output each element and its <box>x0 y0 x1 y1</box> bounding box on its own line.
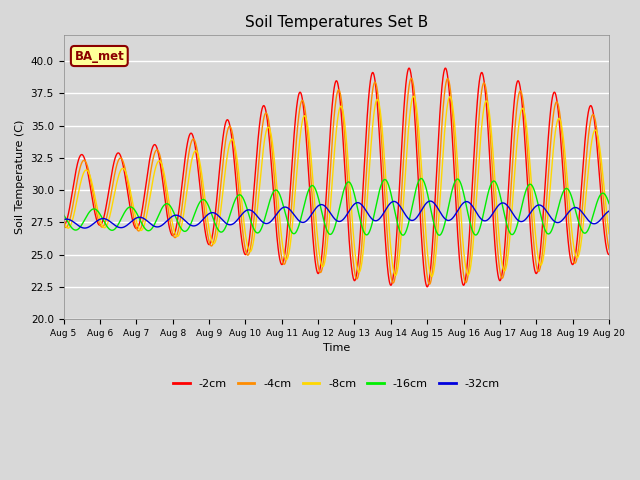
-4cm <box>437 141 445 147</box>
-32cm <box>125 221 132 227</box>
-2cm <box>229 146 237 152</box>
-8cm <box>481 100 489 106</box>
-4cm <box>94 216 102 221</box>
-8cm <box>605 231 613 237</box>
-4cm <box>426 281 433 287</box>
-8cm <box>125 182 133 188</box>
-8cm <box>428 274 436 279</box>
-32cm <box>605 208 613 214</box>
Line: -2cm: -2cm <box>63 68 609 287</box>
-2cm <box>424 284 431 290</box>
-16cm <box>481 204 489 209</box>
-2cm <box>605 252 613 257</box>
Title: Soil Temperatures Set B: Soil Temperatures Set B <box>244 15 428 30</box>
-32cm <box>60 217 67 223</box>
Line: -32cm: -32cm <box>63 201 609 228</box>
-16cm <box>435 232 443 238</box>
-4cm <box>408 75 415 81</box>
-32cm <box>81 225 88 231</box>
-8cm <box>125 179 132 184</box>
Text: BA_met: BA_met <box>74 49 124 62</box>
-16cm <box>605 201 613 206</box>
-16cm <box>125 204 133 210</box>
-4cm <box>605 247 613 252</box>
-2cm <box>94 220 102 226</box>
-8cm <box>229 137 237 143</box>
-16cm <box>60 212 67 217</box>
-16cm <box>417 176 425 181</box>
-4cm <box>125 183 132 189</box>
-32cm <box>125 220 133 226</box>
-2cm <box>125 199 133 205</box>
-2cm <box>481 87 489 93</box>
Line: -16cm: -16cm <box>63 179 609 235</box>
-2cm <box>60 223 67 228</box>
X-axis label: Time: Time <box>323 343 350 353</box>
-8cm <box>410 93 417 99</box>
-16cm <box>125 205 132 211</box>
-4cm <box>229 134 237 140</box>
-32cm <box>437 210 445 216</box>
-32cm <box>481 218 489 224</box>
-32cm <box>229 221 237 227</box>
-16cm <box>229 203 237 208</box>
-4cm <box>125 188 133 194</box>
-4cm <box>481 82 489 88</box>
Legend: -2cm, -4cm, -8cm, -16cm, -32cm: -2cm, -4cm, -8cm, -16cm, -32cm <box>168 374 504 393</box>
Line: -4cm: -4cm <box>63 78 609 284</box>
-32cm <box>94 217 102 223</box>
-8cm <box>60 217 67 223</box>
-4cm <box>60 222 67 228</box>
-2cm <box>437 99 445 105</box>
-2cm <box>405 65 413 71</box>
-2cm <box>125 194 132 200</box>
-32cm <box>426 198 434 204</box>
Line: -8cm: -8cm <box>63 96 609 276</box>
-8cm <box>437 186 445 192</box>
-8cm <box>94 208 102 214</box>
-16cm <box>437 231 445 237</box>
Y-axis label: Soil Temperature (C): Soil Temperature (C) <box>15 120 25 234</box>
-16cm <box>94 208 102 214</box>
